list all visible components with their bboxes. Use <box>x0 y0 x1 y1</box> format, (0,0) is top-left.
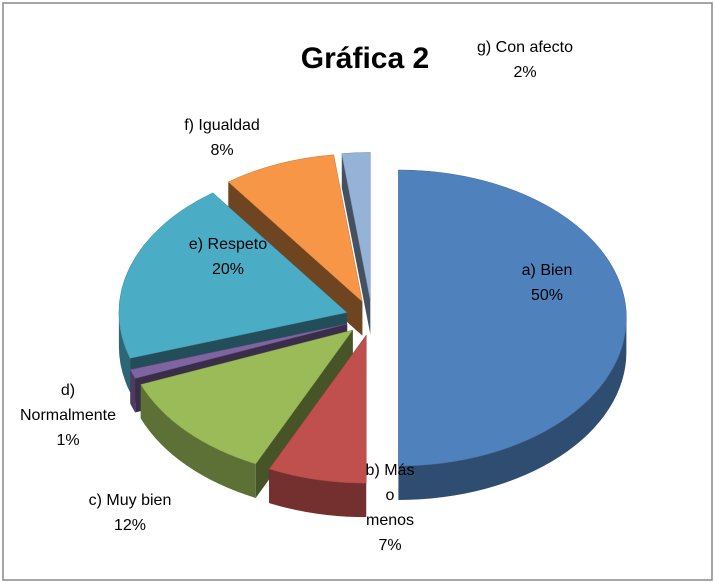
category-label: f) Igualdad <box>184 117 260 134</box>
data-label: b) Más o menos 7% <box>363 458 418 558</box>
category-label: b) Más o menos <box>365 462 415 529</box>
value-label: 2% <box>513 64 537 81</box>
slice <box>140 329 354 465</box>
category-label: d) Normalmente <box>19 382 117 424</box>
chart-title: Gráfica 2 <box>300 42 430 75</box>
slice-side <box>341 153 371 335</box>
value-label: 8% <box>210 142 234 159</box>
slice-rim <box>269 469 367 518</box>
category-label: a) Bien <box>521 262 573 279</box>
data-label: f) Igualdad 8% <box>157 113 287 163</box>
value-label: 50% <box>530 287 564 304</box>
value-label: 12% <box>113 517 147 534</box>
slice <box>129 323 348 379</box>
value-label: 1% <box>56 432 80 449</box>
value-label: 20% <box>211 261 245 278</box>
slice <box>268 334 367 484</box>
slice-rim <box>118 312 131 393</box>
value-label: 7% <box>378 537 402 554</box>
slice-rim <box>130 369 136 413</box>
data-label: e) Respeto 20% <box>168 232 288 282</box>
data-label: a) Bien 50% <box>502 258 592 308</box>
data-label: d) Normalmente 1% <box>18 378 118 453</box>
category-label: e) Respeto <box>188 236 268 253</box>
slice <box>227 154 363 303</box>
slice <box>341 152 371 301</box>
slice-rim <box>398 318 627 500</box>
category-label: g) Con afecto <box>476 39 574 56</box>
slice <box>118 192 348 359</box>
data-label: g) Con afecto 2% <box>455 35 595 85</box>
category-label: c) Muy bien <box>88 492 172 509</box>
data-label: c) Muy bien 12% <box>50 488 210 538</box>
slice <box>398 169 627 467</box>
slice-rim <box>140 384 256 498</box>
